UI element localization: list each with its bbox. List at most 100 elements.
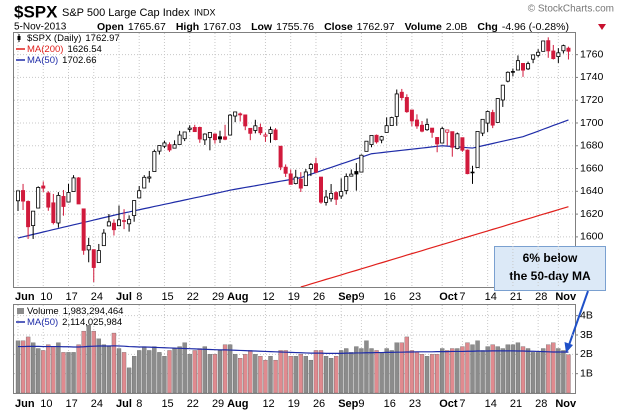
annotation-arrow: [568, 290, 589, 346]
candle-body: [76, 177, 81, 205]
volume-bar: [323, 356, 329, 393]
x-tick-label: 15: [161, 291, 173, 303]
candle-body: [298, 178, 303, 189]
volume-bar: [308, 359, 314, 393]
candle-body: [162, 142, 167, 147]
candle-body: [334, 192, 339, 200]
candle-body: [157, 145, 162, 152]
volume-bar: [232, 354, 238, 393]
y-tick-label: 1720: [580, 94, 604, 106]
volume-bar: [530, 352, 536, 393]
candle-body: [117, 219, 122, 227]
volume-bar: [182, 342, 187, 393]
legend-entry: Volume 1,983,294,464: [27, 306, 123, 317]
candle-body: [399, 91, 404, 98]
candle-body: [212, 133, 217, 141]
credit: © StockCharts.com: [528, 4, 614, 15]
x-tick-label: 23: [409, 291, 421, 303]
candle-body: [31, 210, 36, 227]
legend-marker: [17, 308, 24, 314]
x-tick-label: 15: [161, 398, 173, 410]
candle-body: [318, 176, 323, 203]
candle-body: [202, 133, 207, 141]
candle-body: [475, 131, 480, 168]
volume-bar: [339, 350, 344, 393]
candle-body: [526, 63, 531, 70]
x-tick-label: 28: [535, 291, 547, 303]
candle-body: [379, 136, 384, 141]
x-tick-label: 29: [212, 291, 224, 303]
candle-body: [26, 201, 31, 228]
candle-body: [81, 208, 86, 251]
legend-marker: [17, 36, 21, 40]
moving-average-line: [300, 206, 569, 287]
candle-body: [172, 144, 177, 149]
candle-body: [228, 114, 233, 136]
legend-value: 1762.97: [85, 33, 119, 44]
candle-body: [369, 134, 374, 146]
candle-body: [21, 190, 26, 202]
volume-bar: [258, 356, 263, 393]
legend-value: 1,983,294,464: [63, 306, 124, 317]
candle-body: [561, 45, 566, 52]
price-panel: [13, 32, 576, 288]
x-tick-label: Sep: [338, 291, 358, 303]
quote-value: 1762.97: [357, 21, 395, 33]
volume-bar: [51, 346, 56, 393]
candle-body: [495, 98, 500, 123]
volume-bar: [455, 348, 460, 393]
candle-body: [435, 137, 440, 145]
candle-body: [122, 220, 127, 222]
candle-body: [430, 127, 435, 133]
y-tick-label: 1740: [580, 71, 604, 83]
y-tick-label: 1620: [580, 208, 604, 220]
volume-bar: [238, 358, 243, 393]
volume-bar: [394, 342, 399, 393]
legend-entry: MA(200) 1626.54: [27, 44, 102, 55]
x-tick-label: Jul: [116, 291, 132, 303]
volume-bar: [172, 348, 177, 393]
candle-body: [283, 166, 288, 174]
x-tick-label: 9: [358, 398, 364, 410]
legend-name: MA(50): [27, 317, 58, 328]
y-tick-label: 1600: [580, 231, 604, 243]
annotation-box: [494, 246, 606, 291]
y-tick-label: 1660: [580, 162, 604, 174]
volume-bar: [147, 350, 152, 393]
volume-bar: [546, 344, 551, 393]
candle-body: [500, 84, 505, 101]
x-tick-label: 26: [313, 398, 325, 410]
volume-bar: [551, 342, 556, 393]
candle-body: [419, 124, 424, 132]
x-tick-label: 26: [313, 291, 325, 303]
volume-bar: [460, 346, 465, 393]
x-tick-label: 29: [212, 398, 224, 410]
volume-bar: [465, 342, 470, 393]
volume-bar: [126, 367, 132, 393]
volume-bar: [525, 348, 531, 393]
candle-body: [15, 190, 20, 202]
candle-body: [243, 114, 248, 127]
candle-body: [460, 137, 465, 151]
candle-body: [71, 177, 76, 192]
candle-body: [223, 136, 228, 140]
volume-bar: [389, 350, 394, 393]
candle-body: [465, 149, 470, 175]
volume-ma-line: [18, 345, 569, 354]
candle-body: [167, 144, 172, 151]
candle-body: [56, 195, 61, 224]
volume-bar: [207, 354, 213, 393]
x-tick-label: 16: [384, 291, 396, 303]
y-tick-label: 1680: [580, 140, 604, 152]
x-tick-label: 7: [459, 291, 465, 303]
volume-bar: [227, 344, 233, 393]
quote-label: Low: [251, 21, 273, 33]
volume-bar: [248, 350, 253, 393]
volume-bar: [131, 356, 137, 393]
candle-body: [303, 171, 308, 187]
y-tick-label: 1760: [580, 48, 604, 60]
volume-bar: [384, 348, 389, 393]
candle-body: [207, 132, 212, 138]
volume-bar: [202, 346, 208, 393]
volume-bar: [450, 348, 455, 393]
